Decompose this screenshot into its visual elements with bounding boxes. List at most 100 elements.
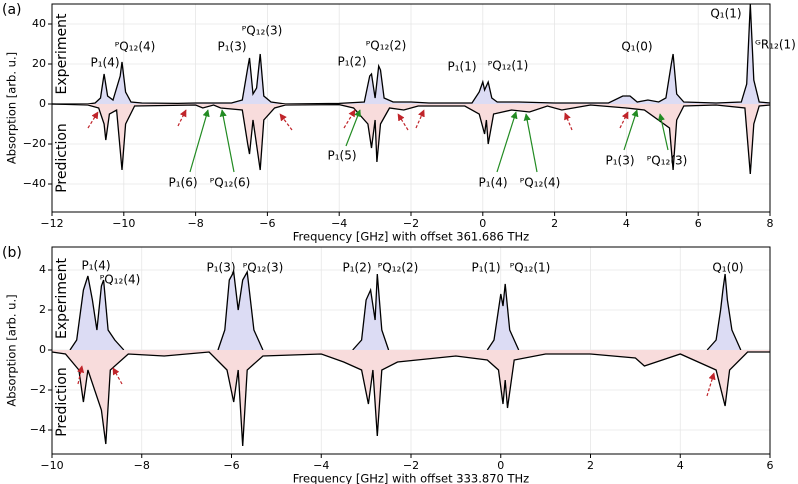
annotation: Q₁(1) (710, 7, 741, 21)
spectrum-line (352, 273, 390, 351)
y-tick-label: 4 (39, 263, 46, 276)
spectrum-line (706, 273, 742, 351)
arrow (523, 113, 538, 173)
spectrum-line (51, 351, 770, 447)
legend-label: Experiment (54, 258, 70, 339)
y-tick-label: 20 (32, 57, 46, 70)
y-axis-label: Absorption [arb. u.] (5, 52, 19, 164)
legend-label: Experiment (54, 13, 70, 94)
annotation: P₁(4) (81, 259, 110, 273)
plot-frame (51, 246, 771, 455)
panel: −10 −8 −6 −4 −2 0 2 4 6 −4 −2 0 2 4 Experiment Predicti… (2, 245, 774, 484)
spectrum-line (51, 103, 771, 175)
y-tick-label: −2 (30, 383, 46, 396)
annotation: ᴾQ₁₂(4) (520, 176, 561, 190)
x-tick-label: 2 (587, 459, 594, 472)
x-tick-label: −8 (187, 217, 203, 230)
area-fill (52, 104, 770, 174)
legend-label: Prediction (54, 367, 70, 437)
x-tick-label: 4 (677, 459, 684, 472)
arrow (77, 365, 85, 385)
arrow (279, 113, 293, 131)
spectrum-line (69, 275, 125, 351)
panel-label: (b) (2, 245, 22, 261)
area-fill (52, 4, 770, 104)
legend-label: Prediction (54, 123, 70, 193)
y-tick-label: −4 (30, 423, 46, 436)
arrow (564, 112, 573, 131)
y-tick-label: 0 (39, 343, 46, 356)
annotation: ᴾQ₁₂(3) (242, 24, 283, 38)
arrow (112, 367, 123, 385)
arrow (496, 111, 518, 173)
plot-frame (51, 3, 771, 213)
annotation: P₁(1) (471, 261, 500, 275)
annotation: ᴾQ₁₂(6) (210, 176, 251, 190)
annotation: ᴾQ₁₂(2) (378, 261, 419, 275)
annotation: P₁(2) (337, 55, 366, 69)
arrow (345, 109, 362, 147)
x-tick-label: −4 (331, 217, 347, 230)
x-tick-label: −6 (223, 459, 239, 472)
x-tick-label: −2 (403, 217, 419, 230)
y-tick-label: −40 (23, 177, 46, 190)
x-tick-label: 2 (551, 217, 558, 230)
spectrum-line (52, 3, 771, 105)
x-tick-label: −10 (40, 459, 63, 472)
annotation: P₁(2) (342, 261, 371, 275)
arrow (415, 109, 425, 129)
x-tick-label: 0 (497, 459, 504, 472)
arrow (87, 111, 99, 129)
annotation: ᴾQ₁₂(3) (647, 154, 688, 168)
arrow (657, 113, 669, 151)
annotation: P₁(3) (217, 40, 246, 54)
annotation: P₁(3) (605, 154, 634, 168)
spectrum-line (217, 269, 264, 351)
arrow (219, 109, 235, 173)
annotation: Q₁(0) (712, 261, 743, 275)
annotation: ᴾQ₁₂(4) (115, 40, 156, 54)
arrow (177, 109, 187, 127)
spectrum-line (486, 283, 520, 351)
x-tick-label: 4 (623, 217, 630, 230)
y-tick-label: 2 (39, 303, 46, 316)
x-tick-label: 0 (479, 217, 486, 230)
y-tick-label: −20 (23, 137, 46, 150)
area-fill (70, 276, 124, 350)
annotation: P₁(1) (447, 60, 476, 74)
annotation: ᴳR₁₂(1) (755, 38, 796, 52)
x-axis-label: Frequency [GHz] with offset 333.870 THz (293, 472, 529, 484)
x-tick-label: −10 (112, 217, 135, 230)
x-tick-label: −4 (313, 459, 329, 472)
area-fill (707, 274, 741, 350)
x-tick-label: 6 (767, 459, 774, 472)
annotation: ᴾQ₁₂(3) (243, 261, 284, 275)
annotation: ᴾQ₁₂(1) (488, 59, 529, 73)
panel-label: (a) (2, 2, 22, 18)
annotation: ᴾQ₁₂(4) (100, 273, 141, 287)
arrow (397, 113, 409, 131)
x-tick-label: −8 (134, 459, 150, 472)
x-tick-label: −2 (403, 459, 419, 472)
arrow (189, 109, 210, 173)
x-axis-label: Frequency [GHz] with offset 361.686 THz (293, 230, 529, 244)
x-tick-label: −12 (40, 217, 63, 230)
area-fill (218, 272, 263, 350)
arrow (623, 109, 639, 151)
annotation: Q₁(0) (621, 40, 652, 54)
y-tick-label: 40 (32, 17, 46, 30)
area-fill (52, 350, 770, 446)
annotation: P₁(6) (168, 176, 197, 190)
arrow (706, 372, 716, 397)
annotation: P₁(5) (327, 149, 356, 163)
y-tick-label: 0 (39, 97, 46, 110)
annotation: P₁(3) (206, 261, 235, 275)
arrow (619, 111, 629, 129)
x-tick-label: 8 (767, 217, 774, 230)
x-tick-label: −6 (259, 217, 275, 230)
annotation: ᴾQ₁₂(1) (510, 261, 551, 275)
annotation: P₁(4) (90, 56, 119, 70)
y-axis-label: Absorption [arb. u.] (5, 294, 19, 406)
